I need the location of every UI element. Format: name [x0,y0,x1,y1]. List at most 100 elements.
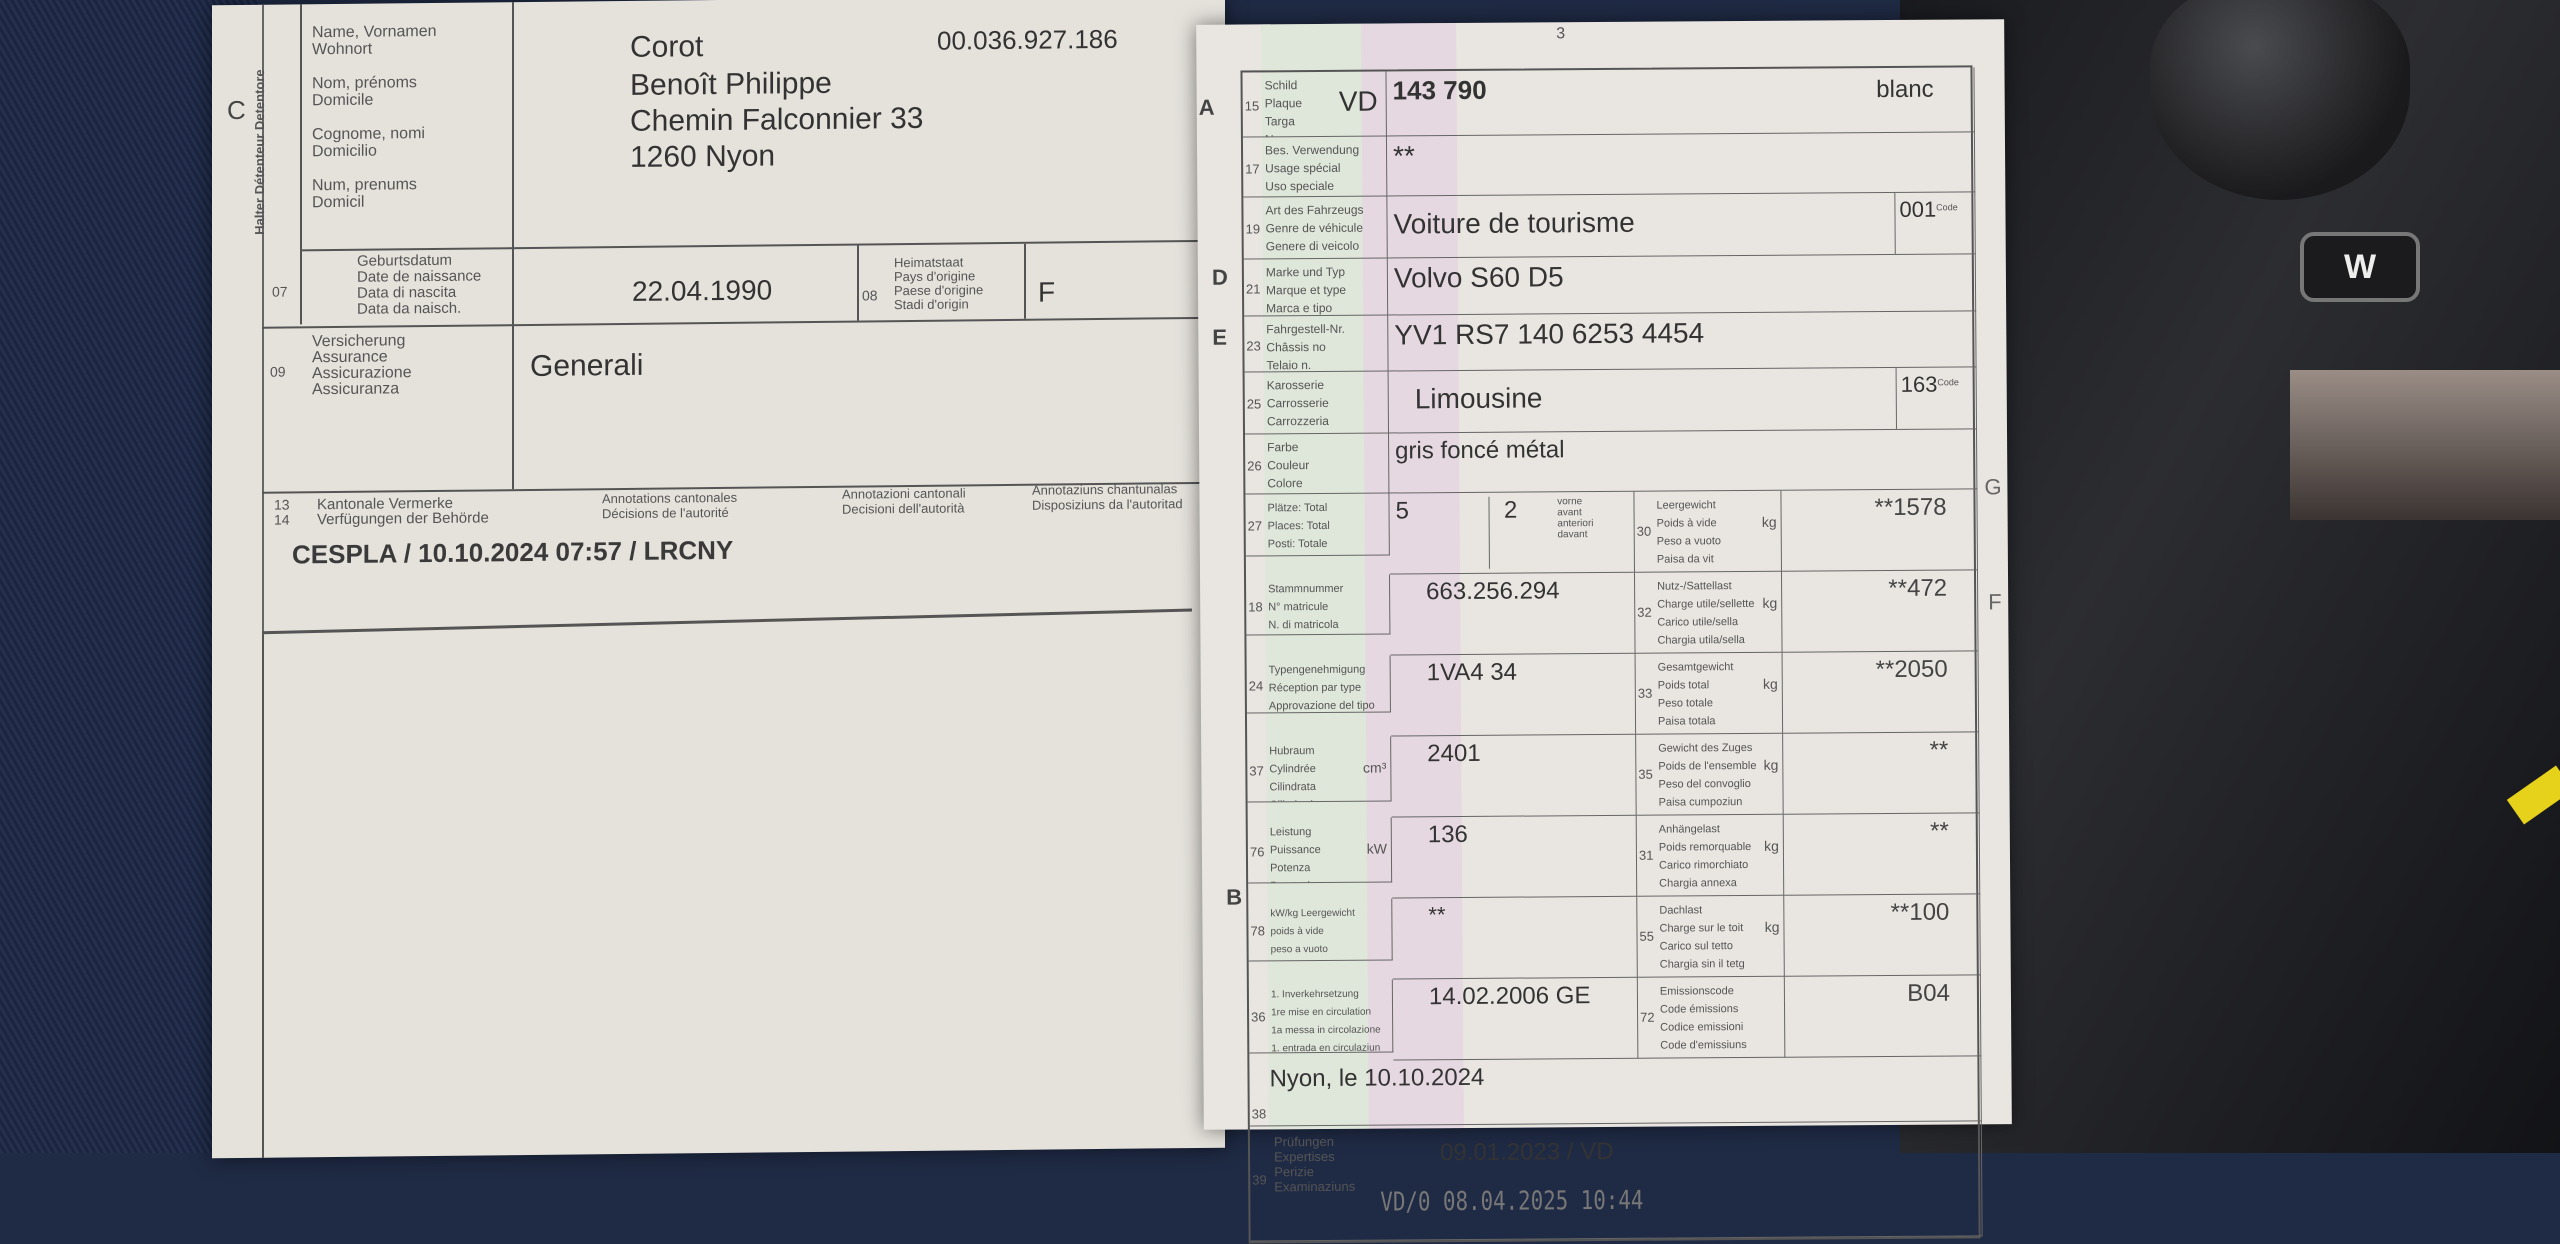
inspections-cell: 39 Prüfungen Expertises Perizie Examinazi… [1249,1121,1983,1242]
displacement: 2401 [1427,739,1481,768]
annotation-entry: CESPLA / 10.10.2024 07:57 / LRCNY [292,534,734,570]
vehicle-type-label: 19 Art des Fahrzeugs Genre de véhicule Ge… [1243,196,1388,260]
make-model-value: Volvo S60 D5 [1393,261,1564,294]
page-number: 3 [1556,25,1566,43]
power-weight-cell: ** [1392,896,1638,980]
body-code: 163 [1900,371,1938,397]
color-value-cell: gris foncé métal [1389,429,1978,494]
code-label: Code [1936,202,1958,213]
side-letter-f: F [1988,589,2002,615]
special-use-value-cell: ** [1386,132,1976,197]
empty-weight-label: 30 Leergewicht Poids à vide Peso a vuoto … [1634,490,1782,573]
type-approval-label: 24 Typengenehmigung Réception par type Ap… [1246,655,1391,714]
body-value-cell: Limousine 163Code [1388,367,1977,434]
holder-first-names: Benoît Philippe [630,66,832,102]
first-registration-cell: 14.02.2006 GE [1392,977,1639,1061]
master-number-cell: 663.256.294 [1389,572,1636,656]
holder-surname: Corot [630,30,704,64]
first-registration-label: 36 1. Inverkehrsetzung 1re mise en circul… [1248,979,1394,1054]
power-weight-label: 78 kW/kg Leergewicht poids à vide peso a … [1248,898,1393,962]
chassis-number: YV1 RS7 140 6253 4454 [1394,317,1705,351]
holder-street: Chemin Falconnier 33 [630,101,924,138]
plate-color: blanc [1876,75,1934,104]
side-letter-b: B [1226,884,1243,910]
holder-city: 1260 Nyon [630,139,776,174]
origin-num: 08 [862,287,878,304]
make-model-label: 21 Marke und Typ Marque et type Marca e t… [1243,258,1389,317]
document-number: 00.036.927.186 [937,23,1118,56]
emission-code-value: B04 [1784,975,1982,1058]
code-label: Code [1937,377,1959,388]
master-number: 663.256.294 [1426,577,1560,606]
color-value: gris foncé métal [1395,436,1565,465]
insurance-value: Generali [530,348,644,383]
make-model-value-cell: Volvo S60 D5 [1387,254,1977,316]
seats-front: 2 [1488,496,1518,569]
type-approval: 1VA4 34 [1426,658,1518,687]
seats-value-cell: 5 2 vorne avant anteriori davant [1389,491,1635,575]
insurance-num: 09 [270,363,286,380]
inspections-label: Prüfungen Expertises Perizie Examinaziun… [1273,1133,1356,1195]
special-use-label: 17 Bes. Verwendung Usage spécial Uso spec… [1242,136,1388,198]
seats-label: 27 Plätze: Total Places: Total Posti: Tot… [1245,493,1390,557]
place-date-cell: 38 Nyon, le 10.10.2024 [1249,1056,1982,1127]
payload-value: **472 [1781,570,1979,653]
train-weight-value: ** [1783,732,1980,815]
seats-total: 5 [1395,497,1410,525]
vehicle-type-code: 001 [1899,196,1937,222]
power-cell: 136 [1391,815,1638,899]
insurance-label: Versicherung Assurance Assicurazione Ass… [312,332,412,399]
origin-country: F [1038,276,1056,308]
side-letter-e: E [1212,324,1228,350]
annotations-header-fr: Annotations cantonales Décisions de l'au… [602,489,738,522]
winter-mode-button: W [2300,232,2420,302]
inspection-stamp: VD/0 08.04.2025 10:44 [1380,1185,1644,1218]
roof-load-value: **100 [1784,894,1981,977]
annotations-header-rm: Annotaziuns chantunalas Disposiziuns da … [1032,481,1183,513]
chassis-value-cell: YV1 RS7 140 6253 4454 [1388,311,1977,372]
gear-knob [2150,0,2410,200]
plate-canton: VD [1338,85,1378,117]
seats-front-label: vorne avant anteriori davant [1557,496,1594,541]
birth-date: 22.04.1990 [632,274,773,307]
side-letter-a: A [1198,94,1215,120]
birth-label: Geburtsdatum Date de naissance Data di n… [357,251,482,318]
annotations-header-it: Annotazioni cantonali Decisioni dell'aut… [842,485,966,517]
place-date: Nyon, le 10.10.2024 [1269,1063,1485,1093]
side-letter-d: D [1211,264,1228,290]
train-weight-label: 35 Gewicht des Zuges Poids de l'ensemble … [1636,733,1784,816]
displacement-cell: 2401 [1391,734,1637,818]
left-page: C Halter Détenteur Detentore Name, Vorna… [212,0,1225,1159]
trailer-load-label: 31 Anhängelast Poids remorquable Carico r… [1636,814,1785,897]
total-weight-label: 33 Gesamtgewicht Poids total Peso totale … [1635,652,1784,735]
emission-code-label: 72 Emissionscode Code émissions Codice em… [1637,976,1786,1059]
holder-vertical-label: Halter Détenteur Detentore [252,69,267,235]
annotations-num: 13 14 [274,496,290,528]
payload-label: 32 Nutz-/Sattellast Charge utile/sellette… [1634,571,1783,654]
roof-load-label: 55 Dachlast Charge sur le toit Carico sul… [1637,895,1785,978]
type-approval-cell: 1VA4 34 [1390,653,1637,737]
total-weight-value: **2050 [1782,651,1980,734]
console-panel [2290,370,2560,520]
origin-label: Heimatstaat Pays d'origine Paese d'origi… [894,254,984,313]
plate-value-cell: 143 790 blanc [1386,67,1975,137]
side-letter-g: G [1984,474,2002,500]
birth-num: 07 [272,283,288,300]
special-use-value: ** [1392,140,1415,172]
annotations-header-de: Kantonale Vermerke Verfügungen der Behör… [317,494,489,529]
empty-weight-value: **1578 [1781,489,1978,572]
section-letter: C [227,94,246,126]
power-weight: ** [1428,902,1446,928]
vehicle-type-value-cell: Voiture de tourisme 001Code [1387,192,1976,259]
body-value: Limousine [1414,382,1543,415]
power: 136 [1427,820,1468,849]
plate-number: 143 790 [1392,74,1487,106]
